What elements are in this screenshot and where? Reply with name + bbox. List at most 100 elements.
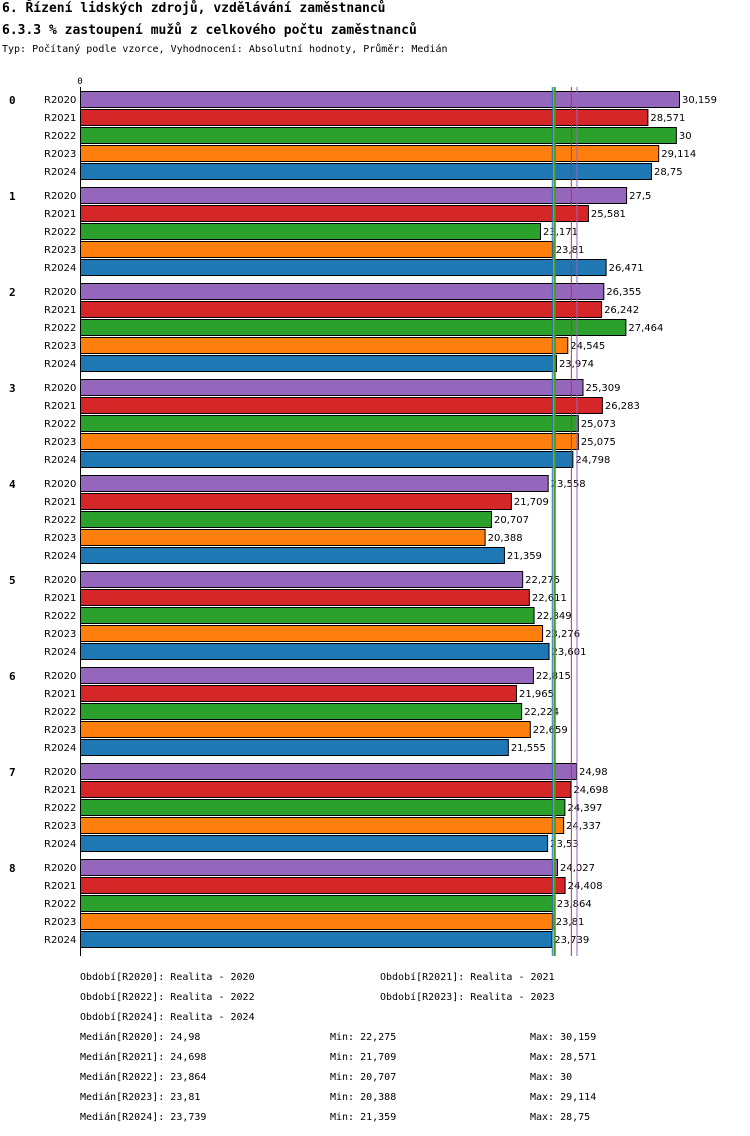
series-label: R2021 [44, 785, 76, 796]
bar-r2021-group-5 [80, 589, 530, 606]
group-label: 3 [9, 382, 16, 395]
series-label: R2022 [44, 707, 76, 718]
legend-max-r2023: Max: 29,114 [530, 1092, 597, 1103]
legend-median-r2022: Medián[R2022]: 23,864 [80, 1072, 207, 1083]
bar-r2022-group-0 [80, 127, 677, 144]
bar-r2024-group-7 [80, 835, 549, 852]
series-label: R2023 [44, 821, 76, 832]
value-label: 21,709 [514, 497, 549, 508]
bar-r2024-group-2 [80, 355, 557, 372]
value-label: 23,864 [557, 899, 592, 910]
value-label: 24,545 [570, 341, 605, 352]
series-label: R2021 [44, 593, 76, 604]
value-label: 24,798 [575, 455, 610, 466]
series-label: R2024 [44, 455, 76, 466]
series-label: R2022 [44, 611, 76, 622]
series-label: R2020 [44, 191, 76, 202]
value-label: 22,224 [524, 707, 559, 718]
bar-r2022-group-1 [80, 223, 541, 240]
series-label: R2022 [44, 131, 76, 142]
bar-r2024-group-0 [80, 163, 652, 180]
group-label: 5 [9, 574, 16, 587]
bar-r2023-group-8 [80, 913, 554, 930]
series-label: R2020 [44, 575, 76, 586]
bar-r2020-group-1 [80, 187, 628, 204]
series-label: R2023 [44, 437, 76, 448]
bar-r2021-group-1 [80, 205, 589, 222]
bar-r2023-group-4 [80, 529, 486, 546]
legend-median-r2020: Medián[R2020]: 24,98 [80, 1032, 201, 1043]
value-label: 23,81 [556, 917, 585, 928]
bar-r2024-group-6 [80, 739, 509, 756]
value-label: 25,581 [591, 209, 626, 220]
group-label: 7 [9, 766, 16, 779]
legend-max-r2021: Max: 28,571 [530, 1052, 597, 1063]
value-label: 26,283 [605, 401, 640, 412]
value-label: 26,471 [609, 263, 644, 274]
series-label: R2022 [44, 227, 76, 238]
value-label: 22,659 [533, 725, 568, 736]
series-label: R2024 [44, 647, 76, 658]
value-label: 23,276 [545, 629, 580, 640]
legend-median-r2021: Medián[R2021]: 24,698 [80, 1052, 207, 1063]
bar-r2021-group-4 [80, 493, 512, 510]
bar-r2020-group-2 [80, 283, 605, 300]
bar-r2020-group-7 [80, 763, 577, 780]
value-label: 26,242 [604, 305, 639, 316]
value-label: 25,075 [581, 437, 616, 448]
series-label: R2022 [44, 419, 76, 430]
series-label: R2021 [44, 401, 76, 412]
value-label: 20,388 [488, 533, 523, 544]
bar-r2021-group-2 [80, 301, 603, 318]
value-label: 25,309 [586, 383, 621, 394]
bar-r2020-group-6 [80, 667, 534, 684]
value-label: 28,571 [650, 113, 685, 124]
value-label: 21,555 [511, 743, 546, 754]
group-label: 8 [9, 862, 16, 875]
series-label: R2022 [44, 515, 76, 526]
value-label: 22,275 [525, 575, 560, 586]
bar-r2023-group-7 [80, 817, 565, 834]
legend-max-r2020: Max: 30,159 [530, 1032, 597, 1043]
value-label: 30 [679, 131, 692, 142]
value-label: 23,171 [543, 227, 578, 238]
bar-r2021-group-8 [80, 877, 566, 894]
legend-max-r2024: Max: 28,75 [530, 1112, 591, 1123]
value-label: 28,75 [654, 167, 683, 178]
series-label: R2020 [44, 287, 76, 298]
legend-period-r2023: Období[R2023]: Realita - 2023 [380, 992, 555, 1003]
value-label: 24,408 [568, 881, 603, 892]
legend-max-r2022: Max: 30 [530, 1072, 573, 1083]
bar-r2020-group-8 [80, 859, 559, 876]
value-label: 24,98 [579, 767, 608, 778]
legend-min-r2024: Min: 21,359 [330, 1112, 397, 1123]
bar-r2022-group-2 [80, 319, 627, 336]
series-label: R2022 [44, 899, 76, 910]
series-label: R2023 [44, 917, 76, 928]
chart-title: 6. Řízení lidských zdrojů, vzdělávání za… [2, 1, 386, 16]
value-label: 20,707 [494, 515, 529, 526]
group-label: 4 [9, 478, 16, 491]
group-label: 1 [9, 190, 16, 203]
series-label: R2024 [44, 359, 76, 370]
legend-min-r2022: Min: 20,707 [330, 1072, 397, 1083]
value-label: 27,5 [629, 191, 651, 202]
series-label: R2020 [44, 671, 76, 682]
bar-r2020-group-4 [80, 475, 549, 492]
series-label: R2021 [44, 881, 76, 892]
bar-r2023-group-6 [80, 721, 531, 738]
legend-min-r2020: Min: 22,275 [330, 1032, 397, 1043]
value-label: 23,81 [556, 245, 585, 256]
series-label: R2024 [44, 263, 76, 274]
legend-min-r2021: Min: 21,709 [330, 1052, 397, 1063]
bar-r2022-group-3 [80, 415, 579, 432]
legend-period-r2024: Období[R2024]: Realita - 2024 [80, 1012, 255, 1023]
bar-r2023-group-0 [80, 145, 660, 162]
value-label: 25,073 [581, 419, 616, 430]
series-label: R2024 [44, 839, 76, 850]
series-label: R2023 [44, 341, 76, 352]
value-label: 24,698 [573, 785, 608, 796]
value-label: 27,464 [628, 323, 663, 334]
bar-r2020-group-0 [80, 91, 680, 108]
series-label: R2021 [44, 113, 76, 124]
